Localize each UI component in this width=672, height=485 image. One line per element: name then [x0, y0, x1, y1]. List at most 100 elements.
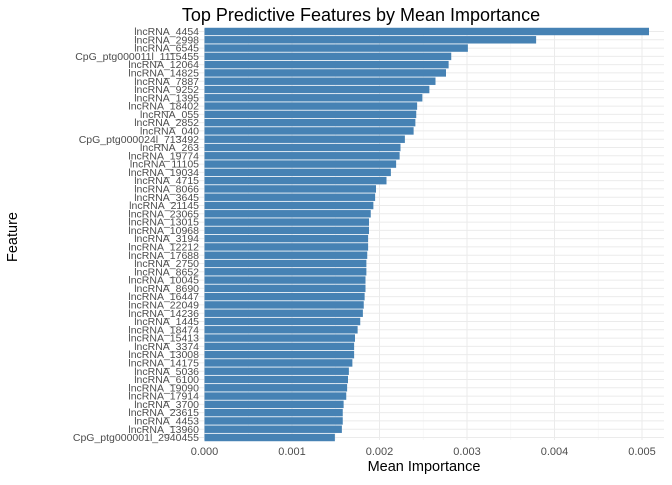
y-tick-label: lncRNA_3645 — [134, 192, 199, 204]
y-tick-label: lncRNA_23065 — [128, 208, 199, 220]
bar — [204, 359, 353, 367]
bar — [204, 301, 364, 309]
y-tick-label: lncRNA_7887 — [134, 76, 199, 88]
bar — [204, 176, 387, 185]
y-tick-label: lncRNA_040 — [140, 126, 199, 138]
bar — [204, 69, 446, 77]
bar — [204, 433, 335, 442]
y-tick-label: CpG_ptg000001l_2940455 — [73, 432, 199, 444]
bar — [204, 218, 369, 226]
bar — [204, 102, 418, 110]
y-tick-label: lncRNA_19774 — [128, 150, 199, 162]
y-tick-label: lncRNA_13015 — [128, 217, 199, 229]
y-tick-label: lncRNA_055 — [140, 109, 199, 121]
y-tick-label: lncRNA_3374 — [134, 341, 199, 353]
y-tick-label: lncRNA_2998 — [134, 34, 199, 46]
bar — [204, 284, 366, 293]
bar — [204, 425, 342, 433]
x-tick-label: 0.005 — [628, 446, 656, 458]
bar — [204, 85, 430, 94]
y-tick-label: CpG_ptg000011l_1115455 — [75, 51, 199, 63]
y-tick-label: lncRNA_15413 — [128, 333, 199, 345]
bar — [204, 367, 349, 375]
y-tick-label: lncRNA_8066 — [134, 184, 199, 196]
y-tick-label: lncRNA_10968 — [128, 225, 199, 237]
bar — [204, 27, 649, 36]
bar — [204, 234, 369, 243]
y-tick-label: lncRNA_16447 — [128, 291, 199, 303]
x-axis-title: Mean Importance — [368, 459, 481, 475]
y-tick-label: lncRNA_23615 — [128, 407, 199, 419]
bar — [204, 251, 368, 259]
y-tick-label: lncRNA_2750 — [134, 258, 199, 270]
bar — [204, 268, 367, 276]
y-axis-title: Feature — [5, 212, 21, 262]
y-tick-label: lncRNA_18402 — [128, 101, 199, 113]
bar — [204, 408, 343, 417]
chart-title: Top Predictive Features by Mean Importan… — [182, 5, 540, 25]
y-tick-label: lncRNA_14175 — [128, 358, 199, 370]
bar — [204, 193, 376, 201]
y-tick-label: lncRNA_11105 — [130, 159, 199, 171]
x-tick-label: 0.003 — [453, 446, 481, 458]
y-tick-labels: lncRNA_4454lncRNA_2998lncRNA_6545CpG_ptg… — [73, 26, 199, 444]
y-tick-label: lncRNA_19034 — [128, 167, 199, 179]
x-tick-label: 0.002 — [366, 446, 394, 458]
bar — [204, 342, 355, 351]
bar — [204, 143, 401, 152]
y-tick-label: lncRNA_14825 — [128, 68, 199, 80]
y-tick-label: lncRNA_1395 — [134, 92, 199, 104]
x-tick-labels: 0.000 0.001 0.002 0.003 0.004 0.005 — [191, 446, 656, 458]
bar — [204, 243, 369, 251]
y-tick-label: lncRNA_12212 — [128, 242, 199, 254]
y-tick-label: lncRNA_21145 — [129, 200, 199, 212]
bar — [204, 168, 391, 177]
bar — [204, 375, 348, 384]
y-tick-label: lncRNA_4453 — [134, 416, 199, 428]
y-tick-label: lncRNA_9252 — [134, 84, 199, 96]
bar — [204, 210, 371, 218]
bar — [204, 226, 369, 235]
y-tick-label: lncRNA_19090 — [128, 382, 199, 394]
bar — [204, 118, 416, 127]
x-tick-label: 0.000 — [191, 446, 219, 458]
bar — [204, 392, 347, 400]
y-tick-label: lncRNA_263 — [140, 142, 199, 154]
y-tick-label: lncRNA_4715 — [134, 175, 199, 187]
bar — [204, 110, 417, 119]
bar — [204, 127, 414, 135]
bars — [204, 27, 649, 442]
bar — [204, 326, 358, 334]
y-tick-label: lncRNA_13008 — [128, 349, 199, 361]
bar — [204, 160, 397, 168]
bar — [204, 135, 405, 143]
bar — [204, 417, 343, 425]
y-tick-label: lncRNA_3700 — [134, 399, 199, 411]
bar — [204, 152, 400, 160]
y-tick-label: lncRNA_22049 — [128, 300, 199, 312]
bar — [204, 201, 374, 210]
bar — [204, 36, 537, 44]
bar — [204, 185, 376, 193]
bar — [204, 52, 452, 61]
y-tick-label: lncRNA_18474 — [128, 324, 199, 336]
bar — [204, 400, 344, 409]
y-tick-label: lncRNA_13960 — [128, 424, 199, 436]
y-tick-label: lncRNA_6100 — [134, 374, 199, 386]
bar — [204, 94, 423, 102]
y-tick-label: lncRNA_17688 — [128, 250, 199, 262]
bar — [204, 350, 355, 359]
bar — [204, 384, 348, 392]
y-tick-label: lncRNA_10045 — [128, 275, 199, 287]
bar — [204, 317, 361, 326]
bar — [204, 292, 365, 301]
bar — [204, 77, 436, 85]
y-tick-label: lncRNA_2852 — [134, 117, 199, 129]
x-tick-label: 0.004 — [541, 446, 569, 458]
y-tick-label: lncRNA_6545 — [134, 43, 199, 55]
bar — [204, 60, 449, 69]
y-tick-label: lncRNA_12064 — [128, 59, 199, 71]
y-tick-label: CpG_ptg000024l_713492 — [79, 134, 199, 146]
